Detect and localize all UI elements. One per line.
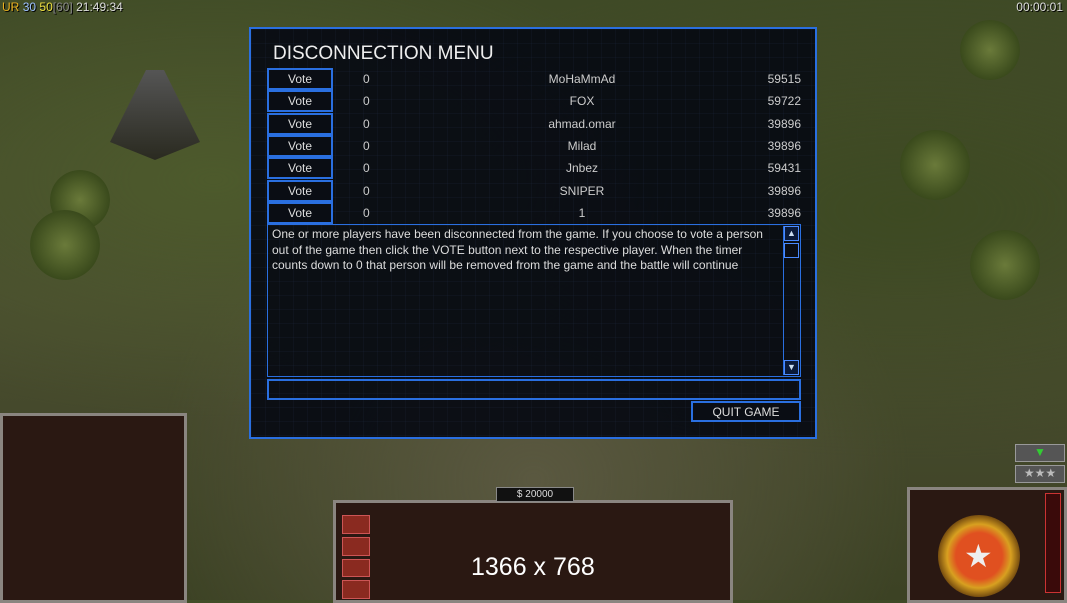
toggle-down-icon[interactable]: ▼: [1015, 444, 1065, 462]
player-name: FOX: [569, 94, 595, 109]
player-row: Vote 0 Jnbez 59431: [267, 157, 801, 180]
player-name: SNIPER: [559, 183, 605, 198]
player-name: 1: [578, 205, 586, 220]
clock: 21:49:34: [76, 0, 123, 14]
vote-count: 0: [363, 94, 370, 109]
money-display: $ 20000: [496, 487, 574, 502]
radar-panel: [0, 413, 187, 603]
options-icon[interactable]: [342, 515, 370, 534]
vote-count: 0: [363, 72, 370, 86]
vote-button[interactable]: Vote: [267, 201, 333, 224]
game-timer: 00:00:01: [1016, 0, 1063, 14]
player-name: Jnbez: [565, 161, 599, 176]
tree: [960, 20, 1020, 80]
player-timeout: 39896: [767, 183, 801, 198]
dialog-title: DISCONNECTION MENU: [273, 43, 494, 64]
player-timeout: 39896: [767, 138, 801, 153]
vote-count: 0: [363, 183, 370, 198]
vote-button[interactable]: Vote: [267, 68, 333, 90]
vote-button[interactable]: Vote: [267, 157, 333, 180]
player-timeout: 39896: [767, 116, 801, 131]
player-name: MoHaMmAd: [548, 72, 616, 86]
player-row: Vote 0 Milad 39896: [267, 134, 801, 157]
quit-game-button[interactable]: QUIT GAME: [691, 401, 801, 422]
general-panel: ★: [907, 487, 1067, 603]
vote-button[interactable]: Vote: [267, 90, 333, 113]
vote-count: 0: [363, 138, 370, 153]
chat-input[interactable]: [267, 379, 801, 400]
rank-meter: [1045, 493, 1061, 593]
scrollbar[interactable]: ▲ ▼: [783, 226, 799, 375]
player-timeout: 39896: [767, 205, 801, 220]
message-text: One or more players have been disconnect…: [272, 227, 763, 272]
player-timeout: 59722: [767, 94, 801, 109]
disconnection-dialog: DISCONNECTION MENU Vote 0 MoHaMmAd 59515…: [249, 27, 817, 439]
repair-icon[interactable]: [342, 536, 370, 556]
player-row: Vote 0 1 39896: [267, 201, 801, 224]
vote-button[interactable]: Vote: [267, 112, 333, 135]
tree: [900, 130, 970, 200]
sell-icon[interactable]: [342, 558, 370, 578]
vote-count: 0: [363, 161, 370, 176]
resolution-label: 1366 x 768: [471, 553, 595, 581]
player-name: ahmad.omar: [548, 116, 616, 131]
player-timeout: 59431: [767, 161, 801, 176]
status-readout: UR 30 50[60] 21:49:34: [2, 0, 123, 14]
vote-count: 0: [363, 205, 370, 220]
player-row: Vote 0 ahmad.omar 39896: [267, 112, 801, 135]
faction-emblem: ★: [938, 515, 1020, 597]
command-bar: $ 20000 1366 x 768: [333, 487, 733, 603]
scroll-up-icon[interactable]: ▲: [784, 226, 799, 241]
stat-3: [60]: [52, 0, 73, 14]
ur-label: UR: [2, 0, 20, 14]
tree: [30, 210, 100, 280]
vote-button[interactable]: Vote: [267, 179, 333, 202]
player-name: Milad: [567, 138, 597, 153]
stat-2: 50: [39, 0, 53, 14]
vote-button[interactable]: Vote: [267, 134, 333, 157]
tree: [970, 230, 1040, 300]
player-row: Vote 0 SNIPER 39896: [267, 179, 801, 202]
player-row: Vote 0 MoHaMmAd 59515: [267, 68, 801, 90]
side-buttons: [342, 515, 370, 599]
star-icon: ★: [964, 538, 993, 574]
vote-count: 0: [363, 116, 370, 131]
stat-1: 30: [22, 0, 37, 14]
scroll-thumb[interactable]: [784, 243, 799, 258]
player-timeout: 59515: [767, 72, 801, 86]
scroll-down-icon[interactable]: ▼: [784, 360, 799, 375]
message-box: One or more players have been disconnect…: [267, 224, 801, 377]
player-row: Vote 0 FOX 59722: [267, 90, 801, 113]
oil-derrick: [110, 70, 200, 160]
beacon-icon[interactable]: [342, 580, 370, 599]
rank-stars[interactable]: ★★★: [1015, 465, 1065, 483]
